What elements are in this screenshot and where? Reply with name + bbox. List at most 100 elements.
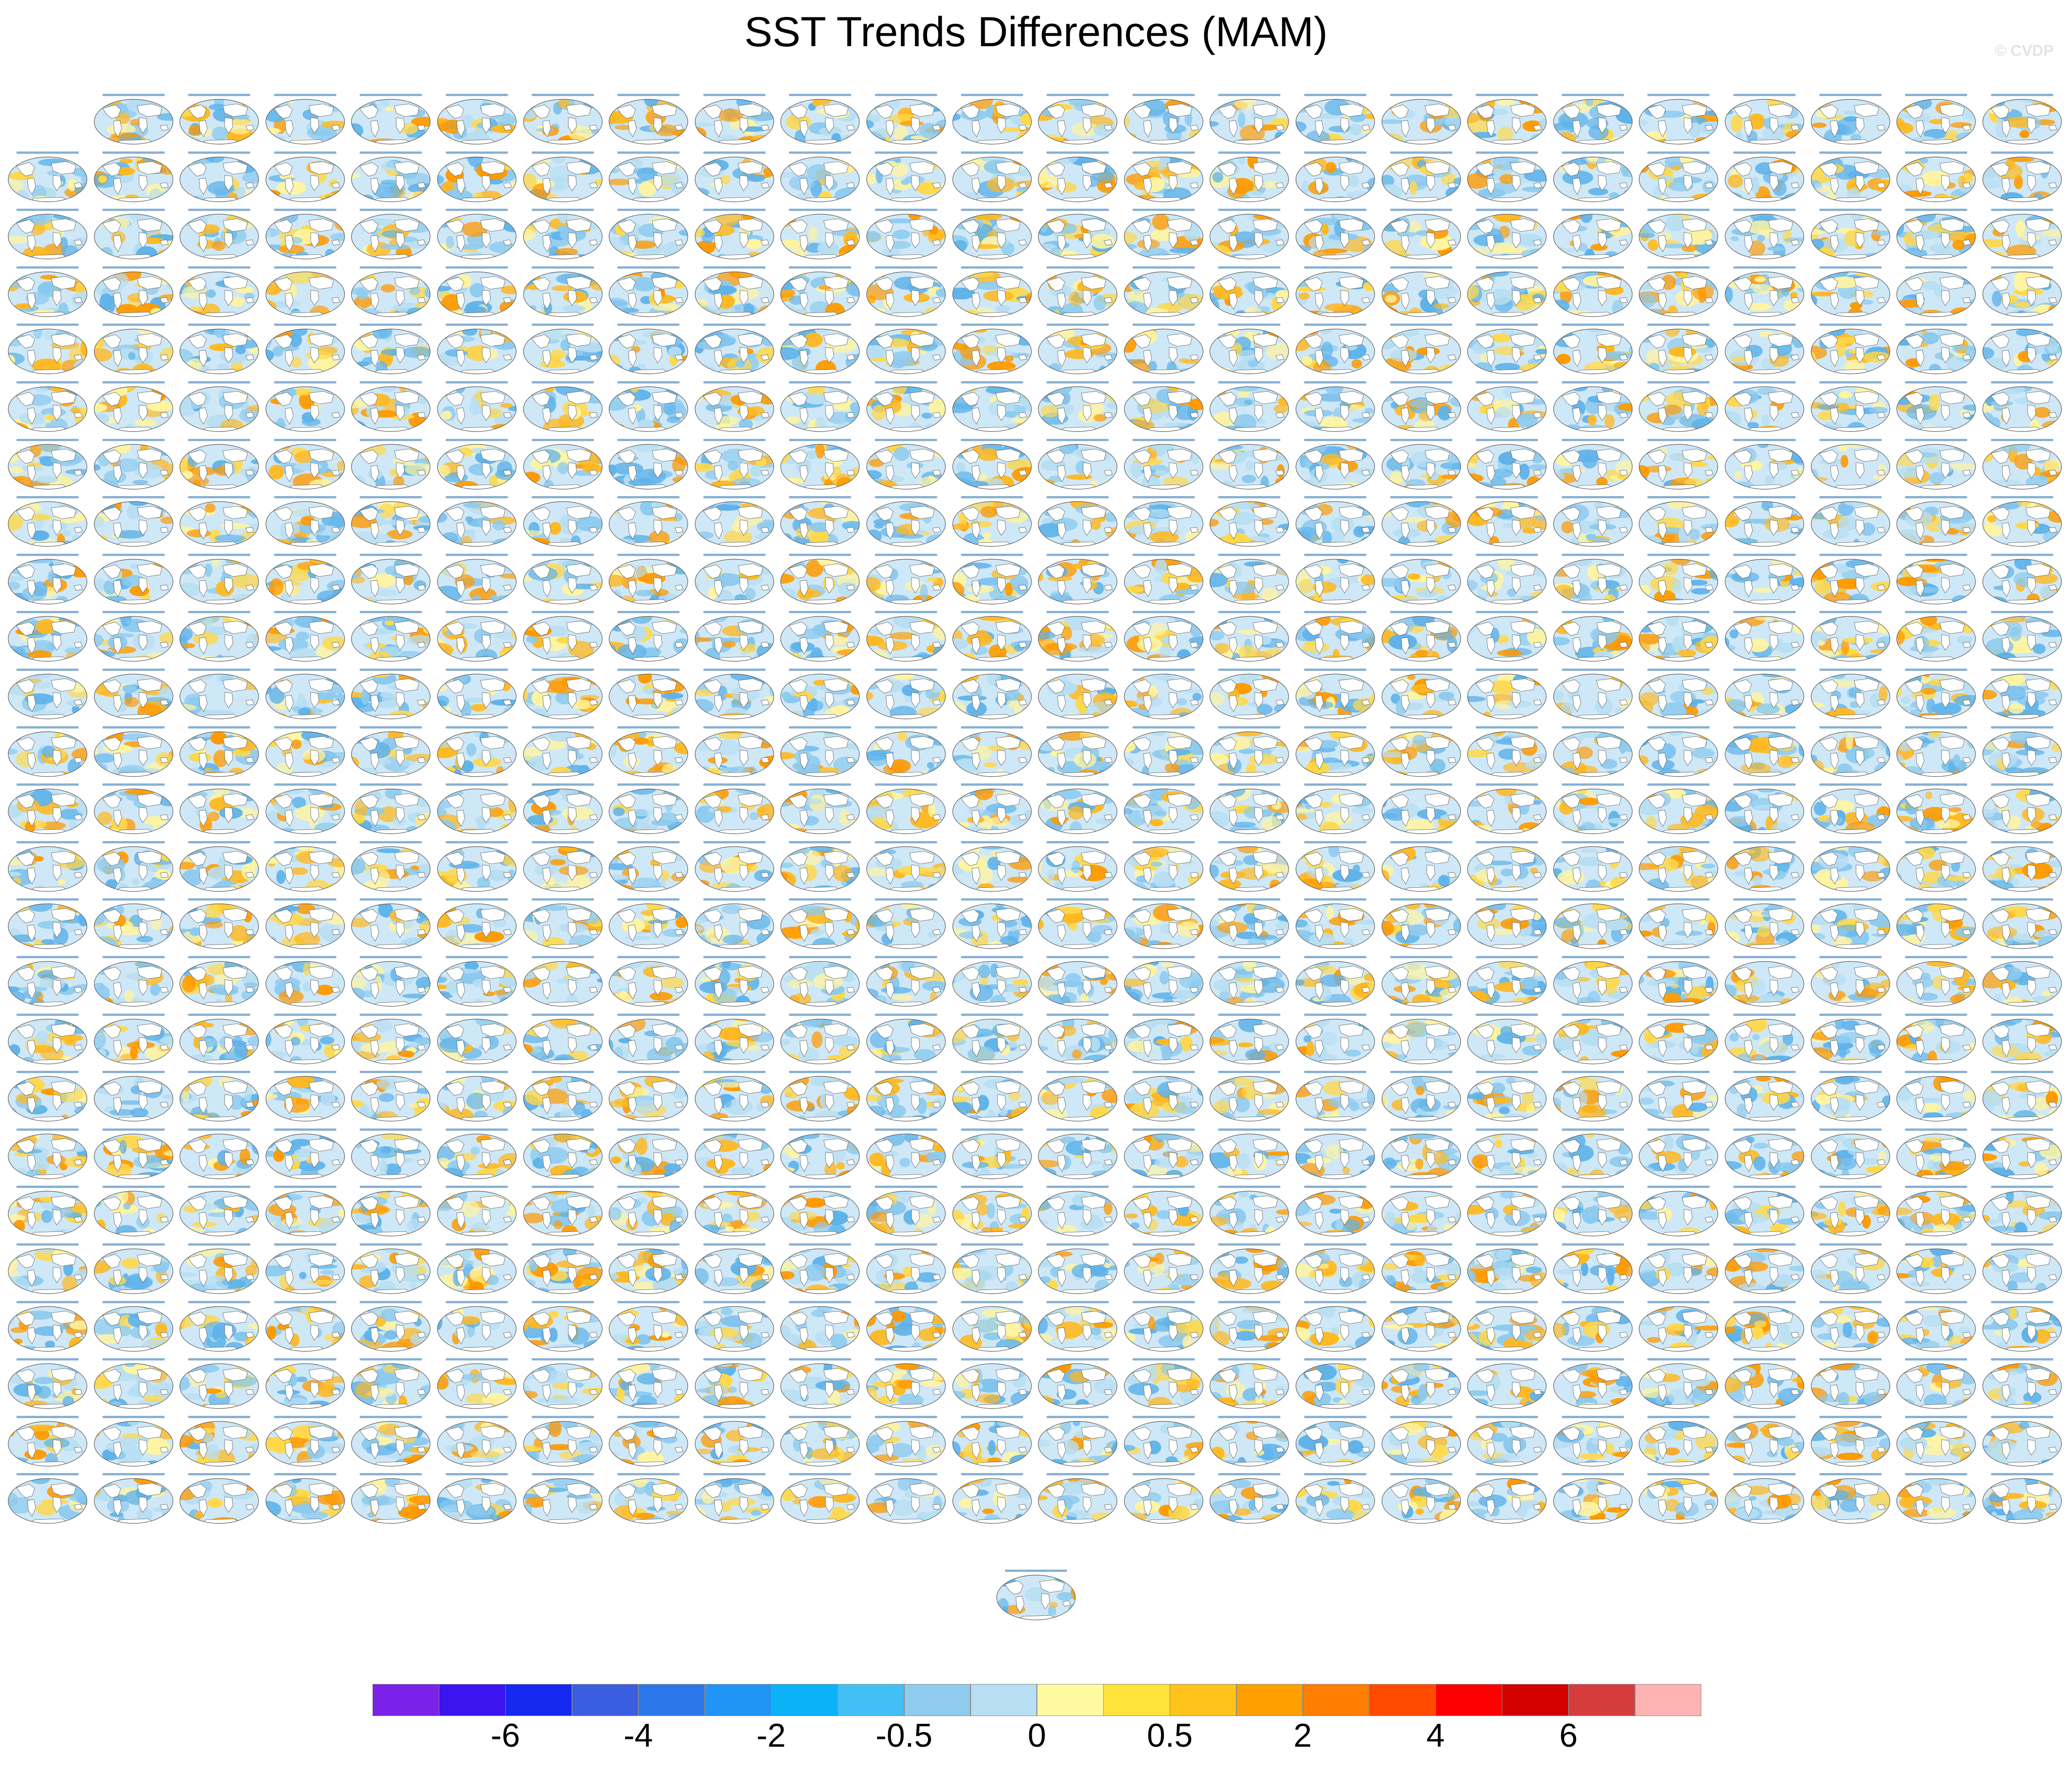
panel-caption [274, 1128, 336, 1131]
panel-caption [1476, 1301, 1538, 1303]
map-panel [1638, 151, 1719, 203]
panel-caption [1218, 1013, 1281, 1016]
map-panel [1467, 956, 1547, 1007]
world-map-icon [93, 1076, 173, 1122]
world-map-icon [1467, 616, 1547, 662]
panel-caption [1819, 1071, 1882, 1074]
panel-caption [531, 1186, 594, 1188]
world-map-icon [866, 674, 946, 719]
world-map-icon [780, 501, 860, 547]
panel-caption [789, 151, 852, 154]
panel-caption [1304, 956, 1366, 958]
world-map-icon [265, 1191, 345, 1236]
panel-caption [1218, 1186, 1281, 1188]
panel-caption [188, 496, 251, 499]
world-map-icon [523, 1076, 603, 1122]
panel-caption [1218, 611, 1281, 614]
map-panel [952, 94, 1032, 145]
world-map-icon [1467, 1018, 1547, 1064]
panel-caption [1304, 1301, 1366, 1303]
map-panel [1467, 381, 1547, 432]
panel-caption [16, 1301, 79, 1303]
world-map-icon [952, 1191, 1032, 1236]
world-map-icon [1209, 271, 1289, 317]
world-map-icon [1553, 329, 1633, 374]
map-panel [1037, 783, 1118, 835]
panel-caption [789, 956, 852, 958]
map-panel [1037, 1128, 1118, 1180]
map-panel [1381, 94, 1462, 145]
panel-caption [188, 726, 251, 729]
world-map-icon [1639, 156, 1718, 202]
panel-caption [1819, 1128, 1882, 1131]
world-map-icon [1896, 1478, 1976, 1524]
colorbar-swatch [970, 1684, 1037, 1716]
panel-caption [789, 381, 852, 383]
world-map-icon [265, 329, 345, 374]
map-panel [1638, 669, 1719, 720]
map-panel [351, 266, 431, 318]
panel-caption [1304, 324, 1366, 326]
panel-caption [789, 1071, 852, 1074]
world-map-icon [179, 214, 259, 259]
map-panel [1123, 1186, 1204, 1237]
map-panel [694, 898, 775, 950]
world-map-icon [8, 386, 87, 432]
map-panel [1982, 1358, 2062, 1409]
world-map-icon [609, 1306, 688, 1352]
world-map-icon [8, 1076, 87, 1122]
map-panel [1467, 438, 1547, 490]
map-panel [608, 1415, 689, 1467]
world-map-icon [1381, 329, 1461, 374]
world-map-icon [437, 559, 517, 605]
panel-caption [1476, 266, 1538, 269]
map-panel [265, 151, 345, 203]
world-map-icon [437, 214, 517, 259]
world-map-icon [866, 1421, 946, 1467]
world-map-icon [265, 903, 345, 949]
map-panel [1724, 381, 1805, 432]
panel-caption [1819, 553, 1882, 556]
map-panel [780, 1415, 860, 1467]
map-panel [1638, 898, 1719, 950]
map-panel [1724, 1186, 1805, 1237]
panel-caption [531, 266, 594, 269]
world-map-icon [1810, 329, 1890, 374]
panel-caption [1218, 669, 1281, 671]
panel-caption [875, 496, 937, 499]
panel-caption [1561, 209, 1624, 211]
panel-caption [789, 726, 852, 729]
map-panel [1209, 669, 1290, 720]
world-map-icon [1295, 1478, 1375, 1524]
map-panel [7, 496, 88, 547]
world-map-icon [1639, 1478, 1718, 1524]
panel-caption [16, 553, 79, 556]
world-map-icon [1467, 329, 1547, 374]
panel-caption [360, 956, 422, 958]
world-map-icon [1553, 443, 1633, 490]
map-panel [1295, 1415, 1376, 1467]
panel-caption [1218, 266, 1281, 269]
panel-caption [1905, 1186, 1968, 1188]
world-map-icon [1639, 1421, 1718, 1467]
map-panel [866, 726, 946, 777]
panel-caption [1647, 324, 1710, 326]
map-panel [1123, 266, 1204, 318]
map-panel [1982, 898, 2062, 950]
panel-caption [617, 726, 680, 729]
panel-caption [1905, 783, 1968, 786]
map-panel [351, 496, 431, 547]
map-panel [93, 1415, 174, 1467]
world-map-icon [1982, 846, 2062, 892]
panel-caption [1132, 1128, 1195, 1131]
panel-caption [875, 381, 937, 383]
map-panel [437, 496, 517, 547]
map-panel [351, 726, 431, 777]
world-map-icon [1896, 214, 1976, 259]
panel-caption [1390, 1358, 1452, 1361]
map-panel [179, 1128, 259, 1180]
world-map-icon [1553, 1191, 1633, 1236]
world-map-icon [351, 386, 431, 432]
world-map-icon [952, 674, 1032, 719]
panel-caption [1476, 1186, 1538, 1188]
